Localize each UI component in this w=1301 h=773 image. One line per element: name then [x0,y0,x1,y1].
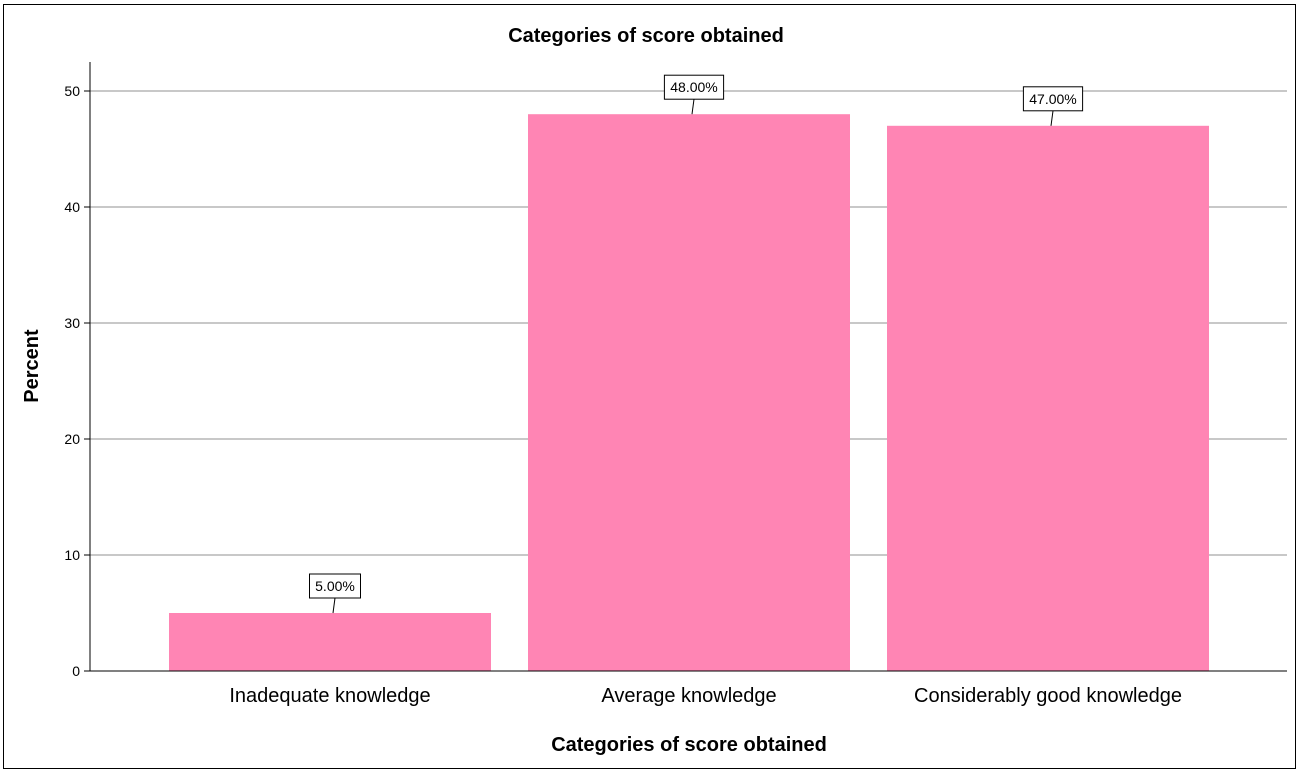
bar [528,114,850,671]
x-tick-label: Average knowledge [601,685,776,707]
data-label-box [1022,86,1084,112]
bars [169,114,1209,672]
y-tick-label: 10 [64,547,80,563]
y-tick-label: 20 [64,431,80,447]
x-axis-title: Categories of score obtained [551,734,827,756]
y-tick-label: 40 [64,199,80,215]
data-label: 47.00% [1029,91,1076,107]
data-label-box [663,74,725,100]
data-label-leader [332,597,336,614]
axes: 0 10 20 30 40 50 Inadequate knowledge Average k… [64,62,1287,707]
data-label: 48.00% [670,79,717,95]
y-tick-label: 0 [72,663,80,679]
y-tick-label: 30 [64,315,80,331]
bar [887,125,1209,672]
bar [169,613,491,671]
data-label-leader [1050,110,1054,126]
x-tick-label: Considerably good knowledge [914,685,1182,707]
data-label: 5.00% [315,578,355,594]
data-label-leader [691,99,695,115]
data-labels: 5.00% 48.00% 47.00% [309,74,1084,614]
y-tick-label: 50 [64,83,80,99]
x-tick-label: Inadequate knowledge [229,685,430,707]
data-label-box [309,573,361,599]
y-axis-title: Percent [21,329,43,403]
chart-title: Categories of score obtained [508,25,784,47]
